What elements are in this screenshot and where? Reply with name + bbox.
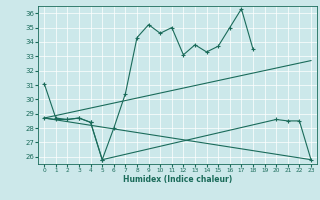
X-axis label: Humidex (Indice chaleur): Humidex (Indice chaleur) — [123, 175, 232, 184]
